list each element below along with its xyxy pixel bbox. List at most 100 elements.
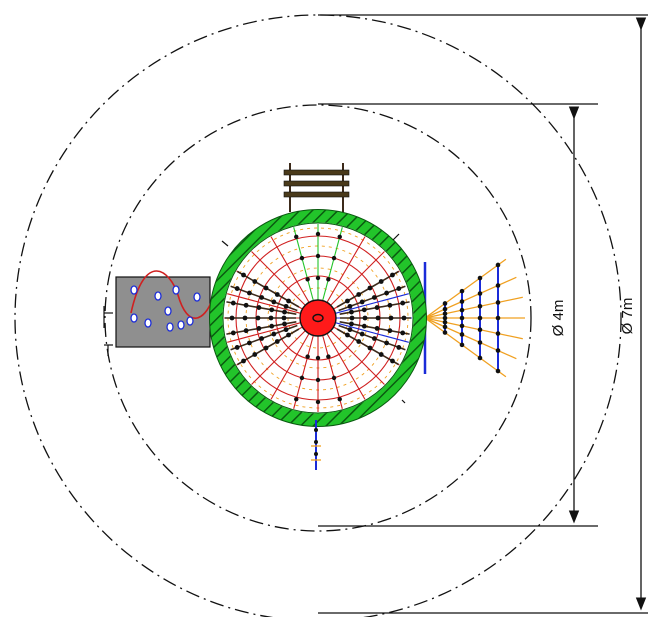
net-node xyxy=(442,315,448,321)
rope-node xyxy=(252,352,258,357)
rope-node xyxy=(294,396,299,402)
outer-safety-circle xyxy=(14,14,622,617)
net-node xyxy=(459,342,465,348)
rope-spoke xyxy=(270,236,310,303)
rope-spoke xyxy=(322,335,343,409)
rope-spoke xyxy=(227,322,301,343)
rope-node xyxy=(241,358,246,364)
net-node xyxy=(459,323,465,329)
rope-node xyxy=(374,326,380,331)
net-node xyxy=(495,368,501,374)
rope-node xyxy=(242,315,248,321)
rope-node xyxy=(396,286,402,291)
rope-node xyxy=(230,300,236,306)
rope-node xyxy=(229,315,235,321)
center-hub xyxy=(299,299,337,337)
rope-node xyxy=(259,295,265,300)
rope-node xyxy=(255,315,261,321)
rope-spoke xyxy=(330,330,385,385)
net-node xyxy=(442,324,448,330)
rope-node xyxy=(269,307,275,313)
left-ticks xyxy=(103,306,113,356)
rope-node xyxy=(294,234,299,240)
rope-node xyxy=(243,302,249,308)
rope-node xyxy=(256,326,262,331)
green-ring-frame xyxy=(209,209,427,427)
rope-node xyxy=(356,292,362,297)
rope-spoke xyxy=(293,227,314,301)
rope-spoke xyxy=(330,251,385,306)
rope-node xyxy=(234,345,240,350)
rope-node xyxy=(282,321,287,327)
rope-node xyxy=(315,355,321,361)
rope-node xyxy=(286,332,291,338)
net-node xyxy=(495,331,501,336)
rope-node xyxy=(271,331,277,337)
rope-spoke xyxy=(326,236,366,303)
rope-node xyxy=(371,336,377,341)
rope-node xyxy=(387,328,393,334)
outer-dimension xyxy=(318,14,648,614)
rope-node xyxy=(396,345,402,350)
rope-spoke xyxy=(293,335,314,409)
net-node xyxy=(442,306,448,312)
net-node xyxy=(459,315,465,321)
rope-node xyxy=(263,345,269,351)
rope-node xyxy=(384,290,389,296)
rope-spoke xyxy=(335,293,409,314)
net-node xyxy=(459,288,465,294)
rope-node xyxy=(326,277,331,282)
rope-node xyxy=(283,303,289,309)
rope-node xyxy=(359,299,365,305)
rope-node xyxy=(400,300,406,306)
rope-spoke xyxy=(335,322,409,343)
rope-node xyxy=(362,315,368,321)
inner-dimension xyxy=(318,103,598,527)
rope-node xyxy=(315,231,321,237)
rope-node xyxy=(390,358,395,364)
rope-spoke xyxy=(251,330,306,385)
rope-node xyxy=(361,307,367,313)
rope-node xyxy=(326,354,331,359)
inner-safety-circle xyxy=(104,104,532,532)
rope-node xyxy=(378,352,384,357)
net-node xyxy=(442,319,448,325)
rope-node xyxy=(387,302,393,308)
rope-node xyxy=(390,272,395,278)
rope-node xyxy=(359,331,365,337)
rope-node xyxy=(281,315,287,321)
blue-climbing-net xyxy=(423,258,525,378)
rope-node xyxy=(252,279,258,284)
rope-spoke xyxy=(227,293,301,314)
rope-node xyxy=(234,286,240,291)
rope-node xyxy=(337,234,342,240)
rope-node xyxy=(331,255,337,261)
net-node xyxy=(459,299,465,304)
net-node xyxy=(477,315,483,321)
net-node xyxy=(477,340,483,345)
net-rope xyxy=(424,276,517,319)
rope-spoke xyxy=(322,227,343,301)
rope-node xyxy=(299,375,305,381)
outer-diameter-label: Ø 7m xyxy=(619,298,636,335)
rope-node xyxy=(230,330,236,336)
interior-rope-web xyxy=(224,224,412,412)
net-node xyxy=(459,332,465,337)
rope-node xyxy=(375,315,381,321)
rope-spoke xyxy=(326,333,366,400)
rope-node xyxy=(371,295,377,300)
rope-node xyxy=(305,354,310,359)
net-node xyxy=(459,307,465,313)
rope-node xyxy=(401,315,407,321)
rope-node xyxy=(283,327,289,333)
net-node xyxy=(477,304,483,309)
rope-node xyxy=(356,339,362,344)
rope-node xyxy=(347,303,353,309)
rope-spoke xyxy=(251,251,306,306)
rope-node xyxy=(400,330,406,336)
rope-node xyxy=(299,255,305,261)
net-node xyxy=(442,330,448,335)
rope-node xyxy=(331,375,337,381)
hub-bolt xyxy=(312,313,324,323)
